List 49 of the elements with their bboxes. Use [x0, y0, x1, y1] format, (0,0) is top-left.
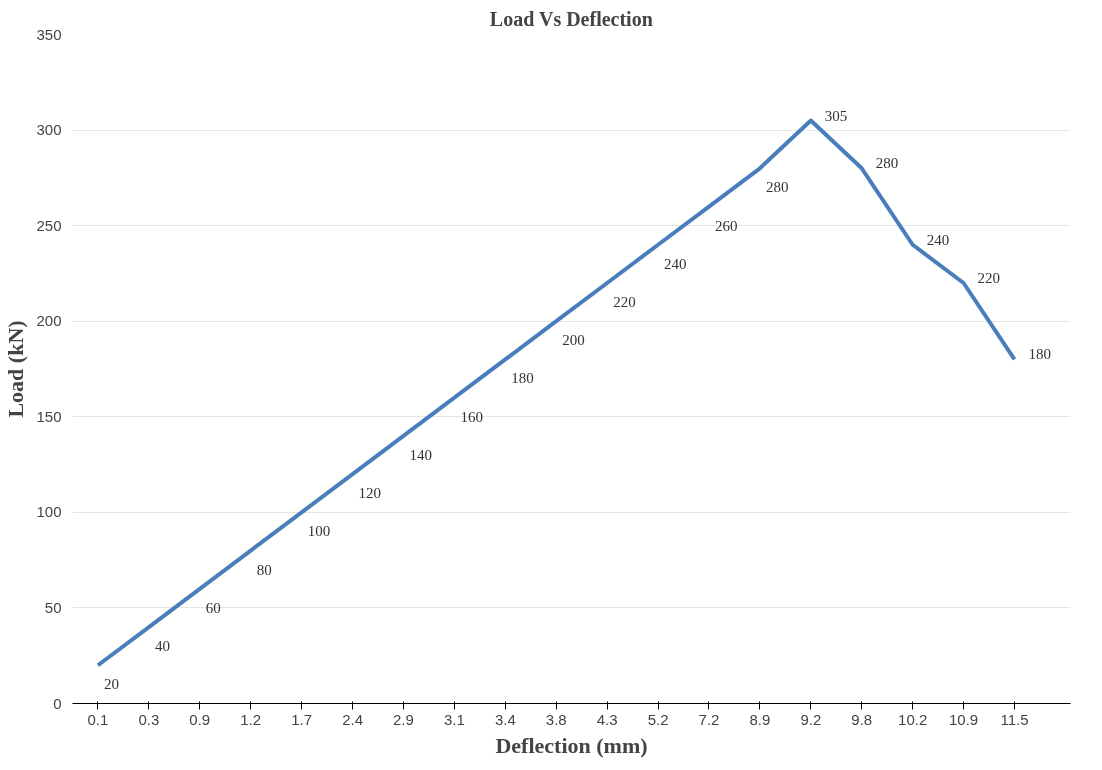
- x-tick-label: 3.1: [443, 710, 465, 728]
- x-tick-label: 9.2: [800, 710, 822, 728]
- y-tick-label: 50: [44, 598, 62, 616]
- x-tick-label: 4.3: [596, 710, 618, 728]
- y-axis-title: Load (kN): [3, 320, 29, 418]
- data-label: 305: [824, 107, 848, 124]
- x-tick-label: 0.9: [189, 710, 211, 728]
- data-label: 260: [714, 217, 738, 234]
- y-tick-label: 150: [36, 407, 62, 425]
- x-tick-label: 0.3: [138, 710, 160, 728]
- data-label: 220: [613, 293, 636, 310]
- x-tick-label: 3.4: [494, 710, 516, 728]
- x-tick-label: 8.9: [749, 710, 771, 728]
- data-label: 280: [875, 155, 899, 172]
- data-label: 60: [205, 599, 221, 616]
- data-label: 220: [977, 269, 1001, 286]
- data-label: 180: [511, 370, 534, 387]
- data-label: 280: [765, 179, 789, 196]
- x-axis-title: Deflection (mm): [495, 732, 648, 758]
- x-tick-label: 3.8: [545, 710, 567, 728]
- x-tick-label: 2.4: [342, 710, 363, 728]
- data-label: 240: [926, 231, 950, 248]
- data-label: 80: [256, 561, 272, 578]
- x-tick-label: 2.9: [393, 710, 414, 728]
- y-tick-label: 300: [36, 121, 62, 139]
- data-label: 140: [409, 446, 432, 463]
- data-label: 20: [103, 676, 119, 693]
- data-label: 240: [664, 255, 687, 272]
- x-tick-label: 10.2: [898, 710, 928, 728]
- y-tick-label: 350: [36, 25, 62, 43]
- x-tick-label: 5.2: [647, 710, 669, 728]
- data-label: 100: [307, 523, 331, 540]
- chart-title: Load Vs Deflection: [489, 7, 653, 30]
- x-tick-label: 0.1: [87, 710, 109, 728]
- data-label: 180: [1028, 346, 1051, 363]
- x-tick-label: 9.8: [851, 710, 873, 728]
- x-tick-label: 10.9: [948, 710, 979, 728]
- data-label: 120: [358, 485, 382, 502]
- data-label: 200: [562, 332, 585, 349]
- y-tick-label: 0: [53, 694, 62, 712]
- x-tick-label: 11.5: [1000, 710, 1029, 728]
- y-tick-label: 200: [36, 312, 62, 330]
- data-label: 40: [154, 638, 170, 655]
- y-tick-label: 100: [36, 503, 62, 521]
- x-tick-label: 1.7: [291, 710, 313, 728]
- y-tick-label: 250: [36, 216, 62, 234]
- x-tick-label: 1.2: [240, 710, 262, 728]
- x-tick-label: 7.2: [698, 710, 720, 728]
- data-label: 160: [460, 408, 483, 425]
